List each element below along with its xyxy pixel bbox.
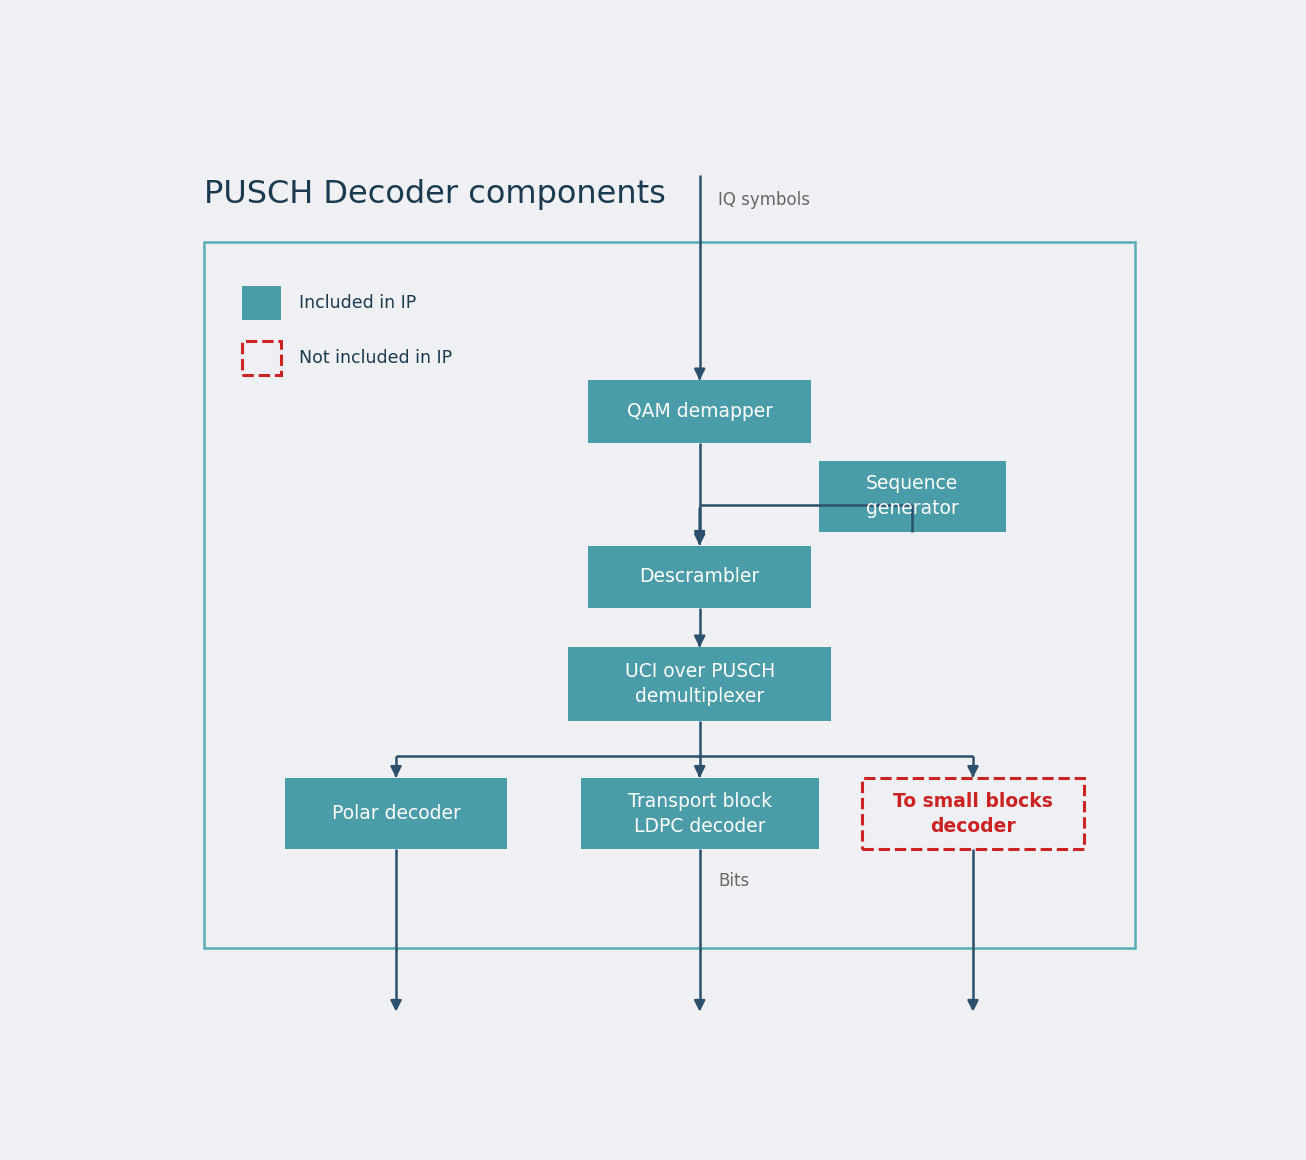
Bar [862,778,1084,849]
Text: IQ symbols: IQ symbols [718,191,810,209]
Text: Included in IP: Included in IP [299,293,417,312]
Bar [819,461,1006,532]
Text: To small blocks
decoder: To small blocks decoder [893,791,1053,835]
Bar [589,380,811,443]
Text: Descrambler: Descrambler [640,567,760,586]
Text: Polar decoder: Polar decoder [332,804,461,824]
Text: QAM demapper: QAM demapper [627,403,773,421]
Bar [242,341,281,375]
Text: UCI over PUSCH
demultiplexer: UCI over PUSCH demultiplexer [624,662,774,706]
Bar [242,285,281,320]
Bar [581,778,819,849]
Text: Not included in IP: Not included in IP [299,349,452,367]
Bar [285,778,508,849]
Bar [589,545,811,608]
Text: PUSCH Decoder components: PUSCH Decoder components [204,180,666,210]
Text: Transport block
LDPC decoder: Transport block LDPC decoder [628,791,772,835]
Text: Bits: Bits [718,871,750,890]
Bar [568,647,832,720]
Text: Sequence
generator: Sequence generator [866,474,959,519]
Bar [204,242,1135,948]
